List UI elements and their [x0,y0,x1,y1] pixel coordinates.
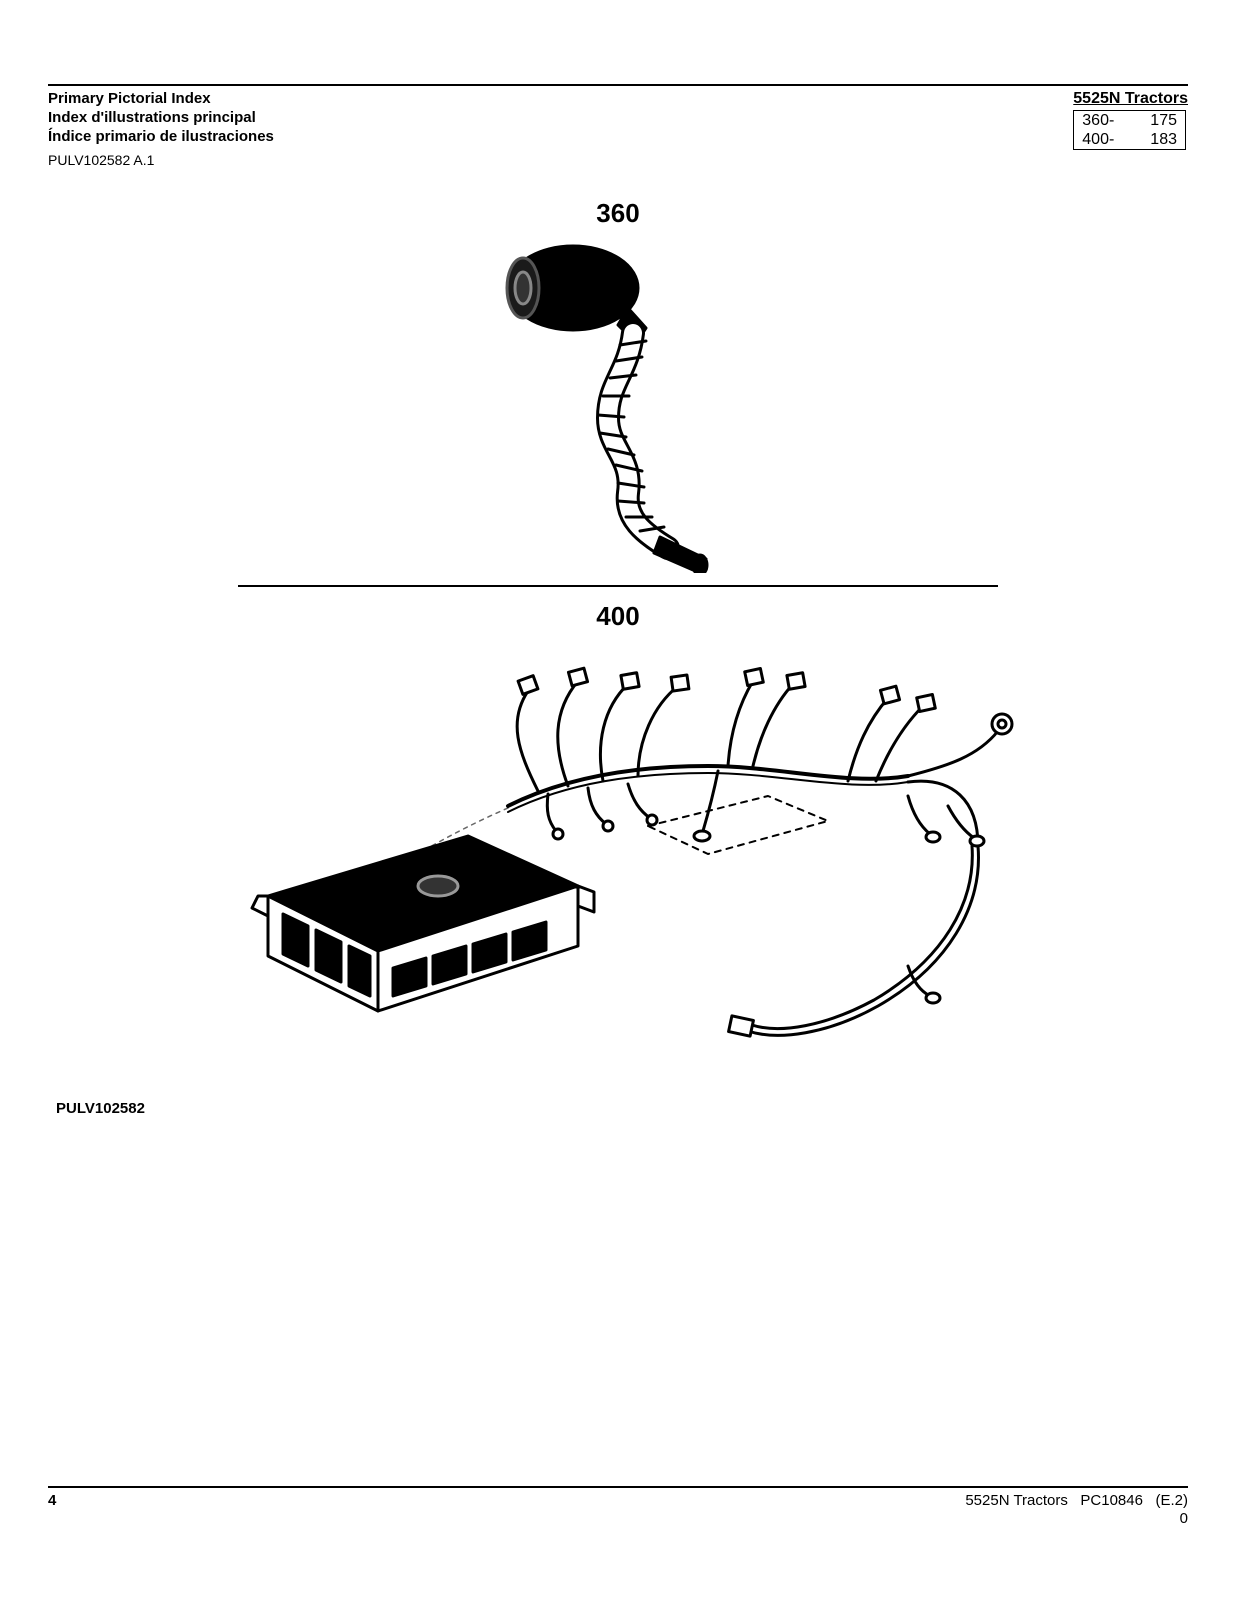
index-table: 360- 175 400- 183 [1073,110,1186,150]
title-fr: Index d'illustrations principal [48,109,274,128]
footer-edition: (E.2) [1155,1492,1188,1509]
page-header: Primary Pictorial Index Index d'illustra… [48,90,1188,170]
index-row: 400- 183 [1074,130,1186,150]
title-es: Índice primario de ilustraciones [48,128,274,147]
top-rule [48,84,1188,86]
title-en: Primary Pictorial Index [48,90,274,109]
section-label-400: 400 [596,601,639,632]
index-row: 360- 175 [1074,111,1186,131]
footer-right: 5525N Tractors PC10846 (E.2) 0 [965,1492,1188,1528]
footer-subline: 0 [1180,1510,1188,1527]
figure-area: 360 [0,190,1236,1440]
product-title: 5525N Tractors [1073,90,1188,108]
index-page: 183 [1122,130,1185,150]
header-code: PULV102582 A.1 [48,152,274,170]
footer-catalog: PC10846 [1080,1492,1143,1509]
page-footer: 4 5525N Tractors PC10846 (E.2) 0 [48,1486,1188,1528]
footer-product: 5525N Tractors [965,1492,1068,1509]
figure-400 [208,636,1028,1066]
section-divider [238,585,998,587]
figure-code: PULV102582 [56,1100,145,1117]
figure-360 [478,233,758,573]
index-section: 400- [1074,130,1123,150]
footer-page-number: 4 [48,1492,56,1528]
section-label-360: 360 [596,198,639,229]
index-section: 360- [1074,111,1123,131]
header-left: Primary Pictorial Index Index d'illustra… [48,90,274,170]
header-right: 5525N Tractors 360- 175 400- 183 [1073,90,1188,150]
index-page: 175 [1122,111,1185,131]
